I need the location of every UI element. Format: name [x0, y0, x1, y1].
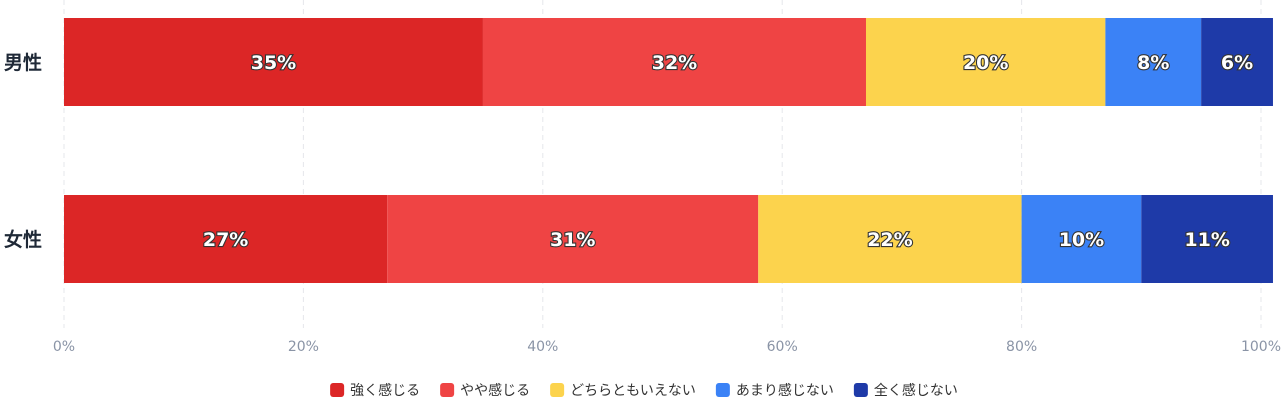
- x-tick-label: 60%: [767, 339, 798, 355]
- bar-segment: [1021, 195, 1142, 283]
- x-tick-label: 80%: [1006, 339, 1037, 355]
- legend-label: どちらともいえない: [570, 383, 696, 399]
- legend-label: あまり感じない: [736, 382, 834, 399]
- legend-label: 強く感じる: [350, 382, 420, 399]
- legend: 強く感じる やや感じる どちらともいえない あまり感じない 全く感じない: [330, 382, 958, 399]
- data-labels: 35% 32% 20% 8% 6% 27% 31% 22% 10% 11%: [202, 51, 1255, 252]
- data-label: 11%: [1184, 229, 1229, 251]
- bar-segment: [758, 195, 1022, 283]
- bar-segment: [64, 195, 388, 283]
- legend-label: 全く感じない: [874, 382, 958, 399]
- bar-segment: [1141, 195, 1273, 283]
- legend-swatch: [715, 383, 730, 397]
- legend-swatch: [550, 383, 565, 397]
- legend-swatch: [440, 383, 455, 397]
- data-label: 27%: [203, 229, 248, 251]
- legend-item: やや感じる: [440, 382, 530, 399]
- category-label: 男性: [4, 51, 42, 74]
- data-label: 20%: [963, 52, 1008, 74]
- bar-segment: [1105, 18, 1202, 106]
- data-label: 8%: [1137, 52, 1169, 74]
- bar-segment: [64, 18, 483, 106]
- data-label: 10%: [1059, 229, 1104, 251]
- data-label: 6%: [1221, 52, 1253, 74]
- category-label: 女性: [4, 228, 42, 251]
- bars: [64, 18, 1273, 283]
- data-label: 22%: [867, 229, 912, 251]
- x-tick-label: 40%: [527, 339, 558, 355]
- bar-segment: [482, 18, 866, 106]
- legend-item: 強く感じる: [330, 382, 420, 399]
- legend-item: どちらともいえない: [550, 383, 696, 399]
- data-label: 35%: [251, 52, 296, 74]
- bar-segment: [865, 18, 1106, 106]
- x-tick-label: 0%: [53, 339, 75, 355]
- legend-label: やや感じる: [460, 382, 530, 399]
- x-tick-label: 100%: [1241, 339, 1281, 355]
- bar-segment: [1201, 18, 1273, 106]
- legend-item: 全く感じない: [853, 382, 958, 399]
- bar-segment: [387, 195, 759, 283]
- legend-swatch: [330, 383, 345, 397]
- legend-swatch: [853, 383, 868, 397]
- x-axis-ticks: 0% 20% 40% 60% 80% 100%: [53, 339, 1281, 355]
- legend-item: あまり感じない: [715, 382, 834, 399]
- data-label: 32%: [652, 52, 697, 74]
- x-tick-label: 20%: [288, 339, 319, 355]
- data-label: 31%: [550, 229, 595, 251]
